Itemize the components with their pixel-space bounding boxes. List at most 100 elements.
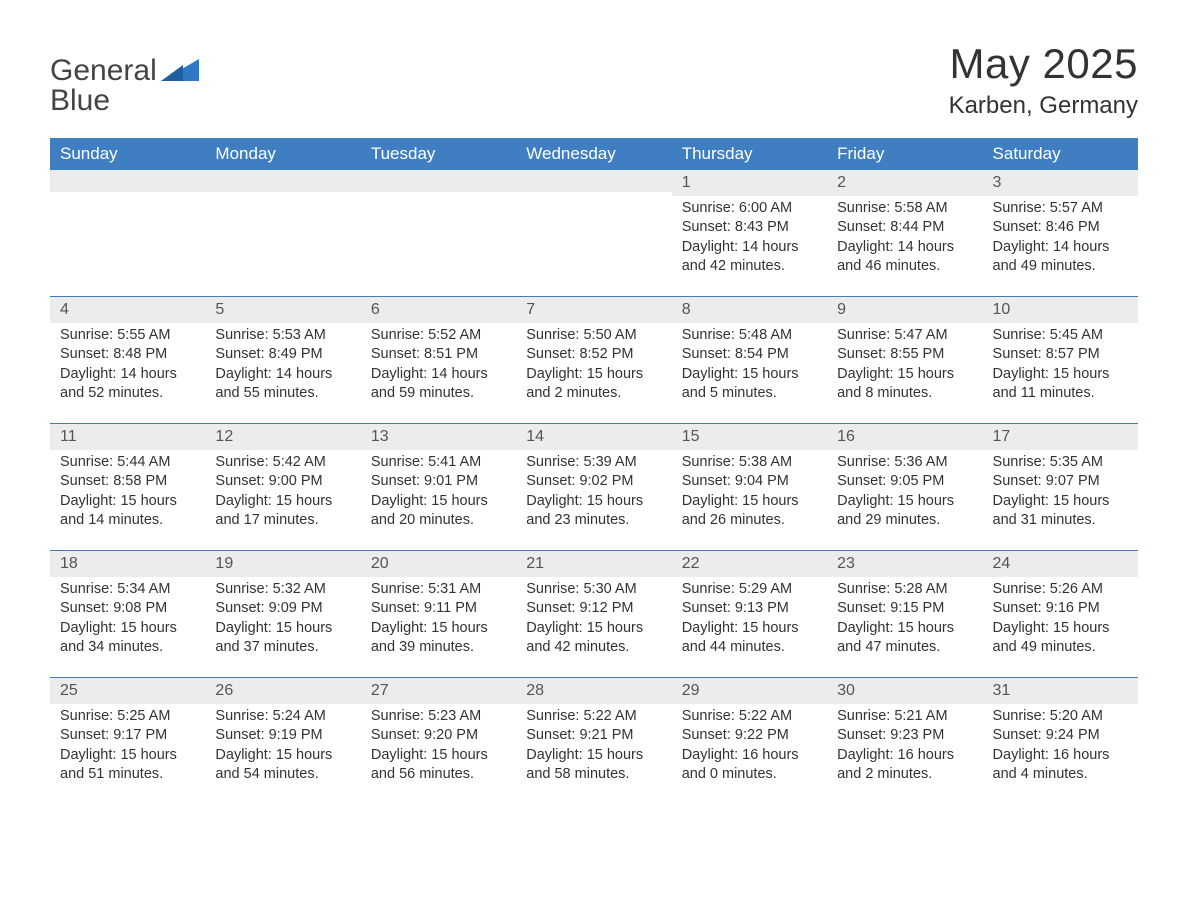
sunset-text: Sunset: 9:23 PM bbox=[837, 726, 972, 746]
day-cell: 3Sunrise: 5:57 AMSunset: 8:46 PMDaylight… bbox=[983, 170, 1138, 296]
day-number: 3 bbox=[983, 170, 1138, 196]
daylight-text: Daylight: 15 hours and 2 minutes. bbox=[526, 365, 661, 404]
daylight-text: Daylight: 15 hours and 17 minutes. bbox=[215, 492, 350, 531]
daylight-text: Daylight: 15 hours and 8 minutes. bbox=[837, 365, 972, 404]
sunrise-text: Sunrise: 5:22 AM bbox=[526, 707, 661, 727]
day-body: Sunrise: 5:31 AMSunset: 9:11 PMDaylight:… bbox=[361, 580, 516, 658]
daylight-text: Daylight: 15 hours and 56 minutes. bbox=[371, 746, 506, 785]
day-body: Sunrise: 5:35 AMSunset: 9:07 PMDaylight:… bbox=[983, 453, 1138, 531]
day-body: Sunrise: 5:36 AMSunset: 9:05 PMDaylight:… bbox=[827, 453, 982, 531]
day-number: 5 bbox=[205, 297, 360, 323]
day-body: Sunrise: 5:50 AMSunset: 8:52 PMDaylight:… bbox=[516, 326, 671, 404]
day-number: 9 bbox=[827, 297, 982, 323]
week-row: 1 Sunrise: 6:00 AMSunset: 8:43 PMDaylight… bbox=[50, 170, 1138, 296]
day-cell: 28Sunrise: 5:22 AMSunset: 9:21 PMDayligh… bbox=[516, 678, 671, 804]
sunrise-text: Sunrise: 6:00 AM bbox=[682, 199, 817, 219]
day-body: Sunrise: 5:24 AMSunset: 9:19 PMDaylight:… bbox=[205, 707, 360, 785]
day-of-week-header: Sunday Monday Tuesday Wednesday Thursday… bbox=[50, 138, 1138, 170]
day-body: Sunrise: 5:28 AMSunset: 9:15 PMDaylight:… bbox=[827, 580, 982, 658]
sunset-text: Sunset: 9:09 PM bbox=[215, 599, 350, 619]
day-cell: 30Sunrise: 5:21 AMSunset: 9:23 PMDayligh… bbox=[827, 678, 982, 804]
day-cell: 8 Sunrise: 5:48 AMSunset: 8:54 PMDaylight… bbox=[672, 297, 827, 423]
dow-friday: Friday bbox=[827, 138, 982, 170]
day-body: Sunrise: 5:42 AMSunset: 9:00 PMDaylight:… bbox=[205, 453, 360, 531]
sunset-text: Sunset: 9:21 PM bbox=[526, 726, 661, 746]
sunset-text: Sunset: 9:02 PM bbox=[526, 472, 661, 492]
day-number: 31 bbox=[983, 678, 1138, 704]
sunrise-text: Sunrise: 5:53 AM bbox=[215, 326, 350, 346]
day-cell: 27Sunrise: 5:23 AMSunset: 9:20 PMDayligh… bbox=[361, 678, 516, 804]
daylight-text: Daylight: 15 hours and 42 minutes. bbox=[526, 619, 661, 658]
day-number: 21 bbox=[516, 551, 671, 577]
logo-triangle-icon bbox=[161, 59, 199, 86]
sunrise-text: Sunrise: 5:24 AM bbox=[215, 707, 350, 727]
day-cell-empty bbox=[361, 170, 516, 296]
day-cell: 16Sunrise: 5:36 AMSunset: 9:05 PMDayligh… bbox=[827, 424, 982, 550]
day-cell: 4Sunrise: 5:55 AMSunset: 8:48 PMDaylight… bbox=[50, 297, 205, 423]
day-cell: 24Sunrise: 5:26 AMSunset: 9:16 PMDayligh… bbox=[983, 551, 1138, 677]
day-number bbox=[516, 170, 671, 192]
sunset-text: Sunset: 9:15 PM bbox=[837, 599, 972, 619]
sunset-text: Sunset: 8:54 PM bbox=[682, 345, 817, 365]
day-number: 23 bbox=[827, 551, 982, 577]
title-block: May 2025 Karben, Germany bbox=[949, 40, 1138, 120]
daylight-text: Daylight: 14 hours and 52 minutes. bbox=[60, 365, 195, 404]
logo-text-general: General bbox=[50, 56, 157, 86]
daylight-text: Daylight: 15 hours and 44 minutes. bbox=[682, 619, 817, 658]
dow-thursday: Thursday bbox=[672, 138, 827, 170]
sunrise-text: Sunrise: 5:22 AM bbox=[682, 707, 817, 727]
daylight-text: Daylight: 15 hours and 5 minutes. bbox=[682, 365, 817, 404]
day-number: 1 bbox=[672, 170, 827, 196]
day-number: 15 bbox=[672, 424, 827, 450]
sunrise-text: Sunrise: 5:36 AM bbox=[837, 453, 972, 473]
sunrise-text: Sunrise: 5:48 AM bbox=[682, 326, 817, 346]
day-number: 4 bbox=[50, 297, 205, 323]
sunset-text: Sunset: 8:52 PM bbox=[526, 345, 661, 365]
day-number: 8 bbox=[672, 297, 827, 323]
location-label: Karben, Germany bbox=[949, 92, 1138, 120]
daylight-text: Daylight: 16 hours and 0 minutes. bbox=[682, 746, 817, 785]
daylight-text: Daylight: 15 hours and 20 minutes. bbox=[371, 492, 506, 531]
day-body: Sunrise: 5:30 AMSunset: 9:12 PMDaylight:… bbox=[516, 580, 671, 658]
sunrise-text: Sunrise: 5:45 AM bbox=[993, 326, 1128, 346]
day-number: 6 bbox=[361, 297, 516, 323]
sunset-text: Sunset: 9:20 PM bbox=[371, 726, 506, 746]
day-cell: 5Sunrise: 5:53 AMSunset: 8:49 PMDaylight… bbox=[205, 297, 360, 423]
sunset-text: Sunset: 9:24 PM bbox=[993, 726, 1128, 746]
sunrise-text: Sunrise: 5:23 AM bbox=[371, 707, 506, 727]
day-cell: 9Sunrise: 5:47 AMSunset: 8:55 PMDaylight… bbox=[827, 297, 982, 423]
day-number: 29 bbox=[672, 678, 827, 704]
daylight-text: Daylight: 15 hours and 11 minutes. bbox=[993, 365, 1128, 404]
week-row: 18Sunrise: 5:34 AMSunset: 9:08 PMDayligh… bbox=[50, 550, 1138, 677]
day-body: Sunrise: 5:22 AMSunset: 9:22 PMDaylight:… bbox=[672, 707, 827, 785]
sunset-text: Sunset: 9:22 PM bbox=[682, 726, 817, 746]
day-cell-empty bbox=[205, 170, 360, 296]
sunrise-text: Sunrise: 5:25 AM bbox=[60, 707, 195, 727]
calendar-grid: Sunday Monday Tuesday Wednesday Thursday… bbox=[50, 138, 1138, 804]
sunrise-text: Sunrise: 5:52 AM bbox=[371, 326, 506, 346]
day-number bbox=[50, 170, 205, 192]
sunset-text: Sunset: 9:13 PM bbox=[682, 599, 817, 619]
sunrise-text: Sunrise: 5:44 AM bbox=[60, 453, 195, 473]
day-cell: 2Sunrise: 5:58 AMSunset: 8:44 PMDaylight… bbox=[827, 170, 982, 296]
sunset-text: Sunset: 8:51 PM bbox=[371, 345, 506, 365]
day-number: 13 bbox=[361, 424, 516, 450]
logo-text-blue: Blue bbox=[50, 86, 199, 116]
day-body: Sunrise: 5:38 AMSunset: 9:04 PMDaylight:… bbox=[672, 453, 827, 531]
day-cell: 10Sunrise: 5:45 AMSunset: 8:57 PMDayligh… bbox=[983, 297, 1138, 423]
day-body: Sunrise: 6:00 AMSunset: 8:43 PMDaylight:… bbox=[672, 199, 827, 277]
dow-wednesday: Wednesday bbox=[516, 138, 671, 170]
page-header: General Blue May 2025 Karben, Germany bbox=[50, 40, 1138, 120]
daylight-text: Daylight: 14 hours and 55 minutes. bbox=[215, 365, 350, 404]
sunset-text: Sunset: 8:58 PM bbox=[60, 472, 195, 492]
sunset-text: Sunset: 9:19 PM bbox=[215, 726, 350, 746]
day-body: Sunrise: 5:41 AMSunset: 9:01 PMDaylight:… bbox=[361, 453, 516, 531]
sunset-text: Sunset: 8:43 PM bbox=[682, 218, 817, 238]
day-number: 28 bbox=[516, 678, 671, 704]
day-cell: 19Sunrise: 5:32 AMSunset: 9:09 PMDayligh… bbox=[205, 551, 360, 677]
day-body: Sunrise: 5:58 AMSunset: 8:44 PMDaylight:… bbox=[827, 199, 982, 277]
weeks-container: 1Sunrise: 6:00 AMSunset: 8:43 PMDaylight… bbox=[50, 170, 1138, 804]
sunset-text: Sunset: 9:11 PM bbox=[371, 599, 506, 619]
day-cell-empty bbox=[50, 170, 205, 296]
sunset-text: Sunset: 9:08 PM bbox=[60, 599, 195, 619]
